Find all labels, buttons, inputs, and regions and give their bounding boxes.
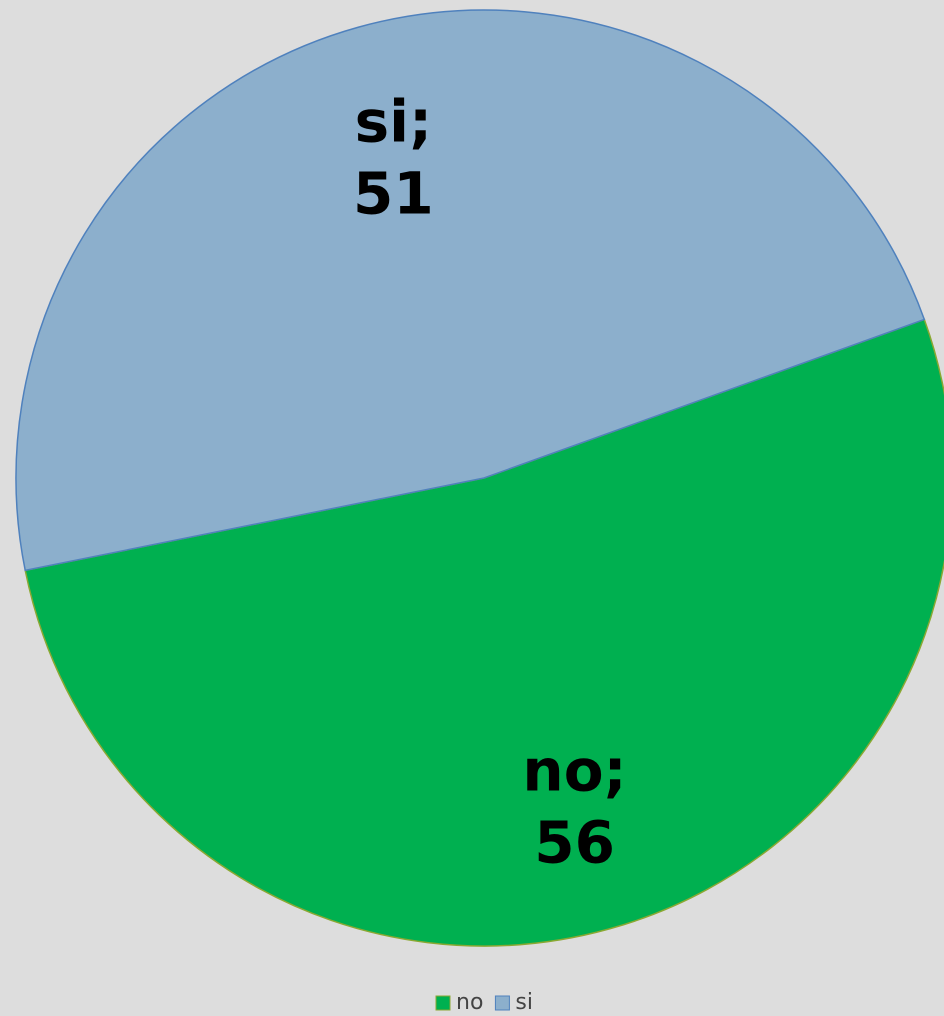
legend-label: si — [515, 990, 533, 1015]
label-category: si — [355, 87, 409, 155]
legend-swatch — [494, 995, 510, 1011]
pie-slice — [15, 9, 926, 572]
data-label-value: 51 — [353, 159, 434, 227]
label-separator: ; — [604, 737, 627, 805]
pie-slice — [24, 318, 944, 947]
legend-swatch — [435, 995, 451, 1011]
label-separator: ; — [409, 87, 432, 155]
data-label-value: 56 — [534, 809, 615, 877]
data-label: si; — [355, 87, 433, 155]
data-label: no; — [522, 737, 626, 805]
legend-label: no — [456, 990, 483, 1015]
label-category: no — [522, 737, 603, 805]
